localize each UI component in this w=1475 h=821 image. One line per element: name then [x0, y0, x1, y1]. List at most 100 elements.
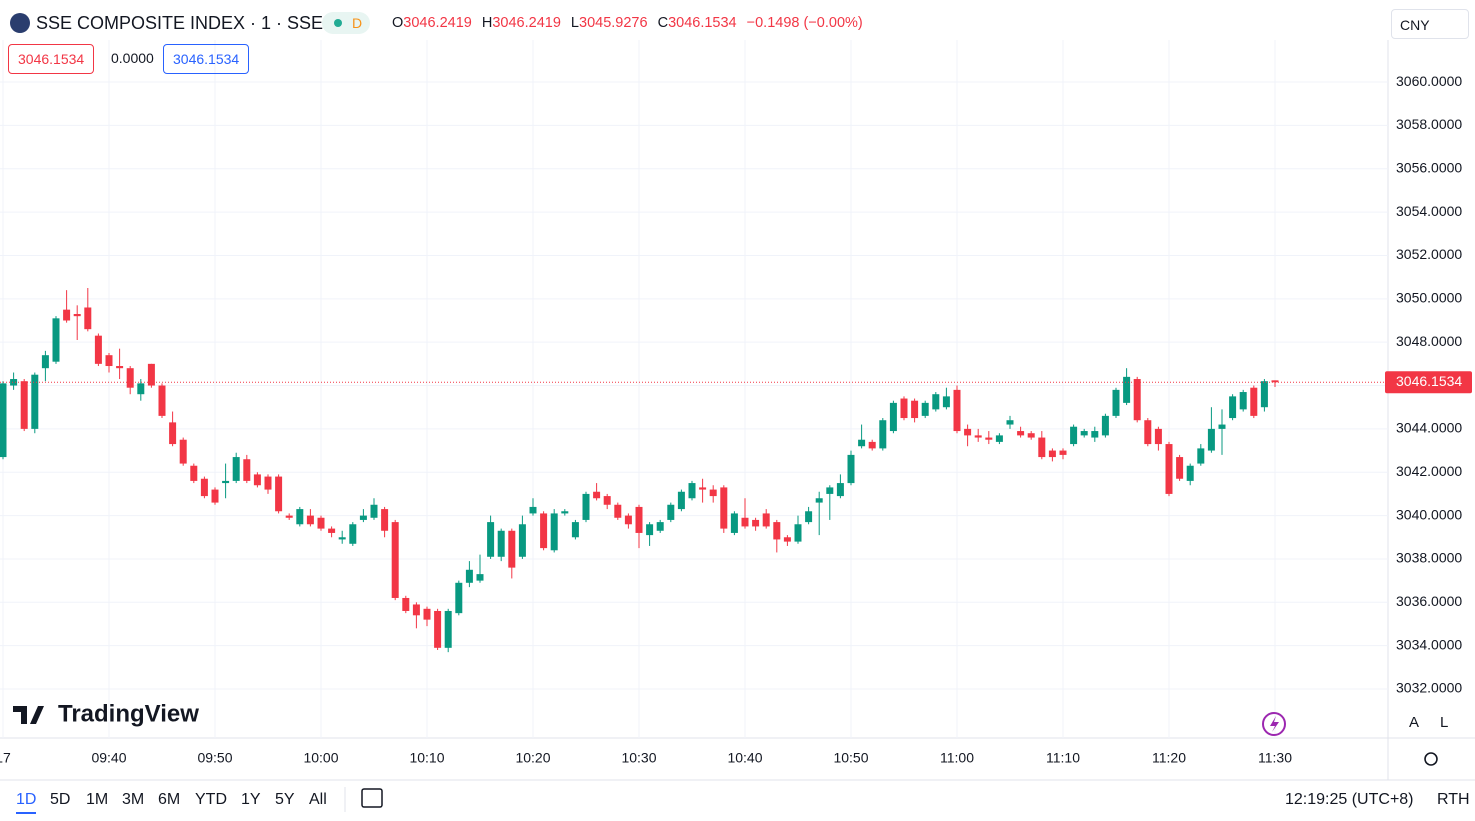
buy-price[interactable]: 3046.1534: [163, 44, 250, 74]
candle-body: [847, 454, 855, 484]
candle-body: [773, 522, 781, 540]
candle-body: [1207, 428, 1215, 451]
candle-body: [10, 379, 18, 386]
axis-labels: 3032.0000 3034.0000 3036.0000 3038.0000 3040…: [0, 73, 1472, 766]
x-tick-label: 10:40: [727, 750, 762, 766]
candle-body: [582, 493, 590, 520]
candle-body: [805, 511, 813, 523]
candle-body: [243, 459, 251, 481]
candle-body: [381, 509, 389, 531]
symbol[interactable]: SSE COMPOSITE INDEX · 1 · SSE: [36, 13, 324, 33]
candle-body: [868, 441, 876, 449]
candle-body: [942, 396, 950, 408]
range-button[interactable]: 1Y: [241, 791, 261, 808]
candle-body: [232, 457, 240, 481]
candle-body: [116, 366, 124, 369]
candle-body: [932, 394, 940, 410]
range-button[interactable]: 5Y: [275, 791, 295, 808]
low-value: 3045.9276: [579, 15, 648, 31]
sell-price[interactable]: 3046.1534: [8, 44, 95, 74]
candle-body: [370, 504, 378, 518]
candle-body: [402, 597, 410, 611]
last-price-label: 3046.1534: [1396, 373, 1462, 389]
open-label: O: [392, 15, 404, 31]
candle-body: [338, 537, 346, 540]
header: SSE COMPOSITE INDEX · 1 · SSE D O3046.24…: [0, 0, 1475, 44]
range-button[interactable]: 1D: [16, 791, 37, 814]
range-button[interactable]: 5D: [50, 791, 71, 808]
candle-body: [709, 489, 717, 497]
candle-body: [52, 318, 60, 362]
candle-body: [858, 439, 866, 447]
candle-body: [964, 428, 972, 436]
candle-body: [455, 582, 463, 614]
candle-body: [179, 439, 187, 464]
candle-body: [752, 519, 760, 527]
candle-body: [889, 402, 897, 432]
candle-body: [953, 389, 961, 432]
close-value: 3046.1534: [668, 15, 737, 31]
x-tick-label: 11:10: [1046, 750, 1080, 766]
settings-icon[interactable]: [1424, 752, 1438, 766]
range-button[interactable]: 1M: [86, 791, 109, 808]
high-value: 3046.2419: [492, 15, 561, 31]
candle-body: [328, 528, 336, 533]
candle-body: [147, 363, 155, 386]
y-tick-label: 3056.0000: [1396, 159, 1462, 175]
candle-body: [1091, 431, 1099, 438]
candle-body: [1239, 392, 1247, 410]
candle-body: [730, 513, 738, 533]
candle-body: [1165, 444, 1173, 494]
range-button[interactable]: 6M: [158, 791, 181, 808]
ohlc: O3046.2419 H3046.2419 L3045.9276 C3046.1…: [392, 15, 863, 31]
currency-select[interactable]: CNY: [1391, 9, 1469, 39]
auto-scale[interactable]: A: [1409, 714, 1420, 731]
candle-body: [1133, 379, 1141, 421]
candle-body: [1112, 389, 1120, 416]
candle-body: [412, 604, 420, 616]
candle-body: [94, 335, 102, 364]
candle-body: [264, 476, 272, 490]
close-label: C: [657, 15, 669, 31]
candle-body: [476, 574, 484, 581]
candle-body: [317, 517, 325, 529]
candle-body: [741, 517, 749, 527]
market-status: [322, 12, 370, 34]
candle-body: [921, 402, 929, 416]
y-tick-label: 3036.0000: [1396, 593, 1462, 609]
last-price-tag: [1385, 371, 1472, 394]
candle-body: [667, 504, 675, 520]
candle-body: [20, 381, 28, 429]
open-value: 3046.2419: [403, 15, 472, 31]
candle-body: [1080, 431, 1088, 436]
candle-body: [911, 400, 919, 419]
candle-body: [571, 522, 579, 538]
candle-body: [540, 513, 548, 549]
alert-icon[interactable]: [1262, 712, 1286, 736]
range-button[interactable]: YTD: [195, 791, 227, 808]
candle-body: [603, 496, 611, 505]
date-range-icon[interactable]: [361, 788, 383, 808]
candle-body: [1027, 433, 1035, 438]
candle-body: [296, 509, 304, 525]
candle-body: [879, 420, 887, 449]
candle-body: [31, 374, 39, 429]
candle-body: [1186, 465, 1194, 481]
range-button[interactable]: All: [309, 791, 327, 808]
high-label: H: [481, 15, 493, 31]
candle-body: [497, 530, 505, 557]
candle-body: [688, 483, 696, 499]
session[interactable]: RTH: [1437, 791, 1470, 808]
candle-body: [974, 435, 982, 438]
range-button[interactable]: 3M: [122, 791, 145, 808]
y-tick-label: 3050.0000: [1396, 290, 1462, 306]
alert-bolt: [1270, 716, 1279, 732]
log-scale[interactable]: L: [1440, 714, 1449, 731]
candle-body: [815, 498, 823, 503]
candle-body: [275, 476, 283, 512]
candle-body: [391, 522, 399, 598]
candle-body: [434, 610, 442, 648]
x-tick-label: 17: [0, 750, 11, 766]
